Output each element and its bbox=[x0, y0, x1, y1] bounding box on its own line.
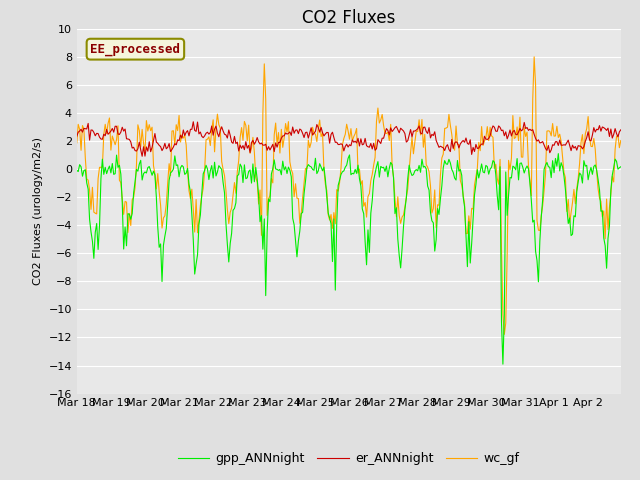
Text: EE_processed: EE_processed bbox=[90, 43, 180, 56]
Legend: gpp_ANNnight, er_ANNnight, wc_gf: gpp_ANNnight, er_ANNnight, wc_gf bbox=[173, 447, 525, 470]
Line: wc_gf: wc_gf bbox=[77, 57, 621, 335]
Line: er_ANNnight: er_ANNnight bbox=[77, 122, 621, 156]
Line: gpp_ANNnight: gpp_ANNnight bbox=[77, 154, 621, 364]
Y-axis label: CO2 Fluxes (urology/m2/s): CO2 Fluxes (urology/m2/s) bbox=[33, 137, 43, 285]
Title: CO2 Fluxes: CO2 Fluxes bbox=[302, 9, 396, 27]
